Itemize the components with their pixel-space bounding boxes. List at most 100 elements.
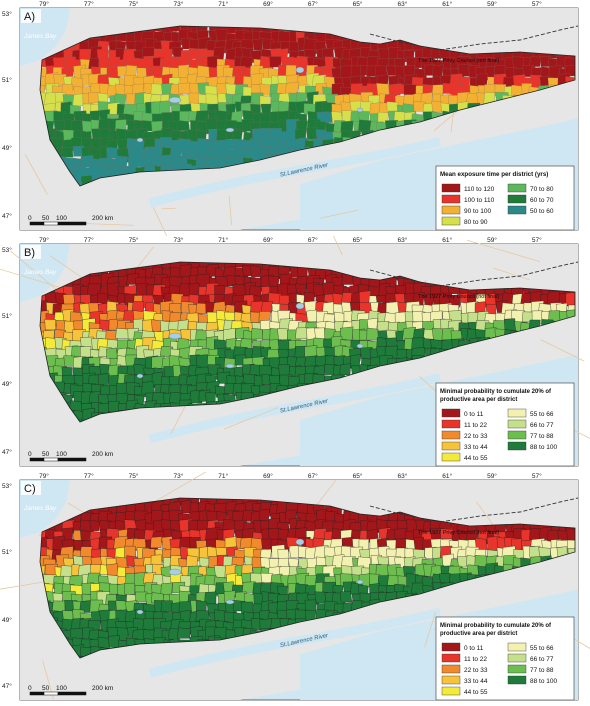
district-cell [578, 121, 589, 134]
legend-swatch [507, 205, 527, 215]
district-cell [158, 100, 171, 114]
legend-swatch [507, 183, 527, 193]
boundary-label: The 1927 Privy Council (not final) [418, 294, 499, 300]
latitude-label: 49° [2, 380, 12, 388]
district-cell [578, 658, 590, 668]
district-cell [577, 604, 588, 614]
legend-item-label: 22 to 33 [464, 667, 488, 674]
longitude-label: 59° [487, 472, 497, 480]
legend-swatch [507, 419, 527, 429]
road-line [333, 236, 343, 256]
longitude-label: 75° [129, 236, 139, 244]
longitude-label: 79° [39, 0, 49, 8]
longitude-label: 63° [397, 0, 407, 8]
district-cell [258, 508, 270, 522]
legend-item-label: 66 to 77 [530, 422, 554, 429]
boundary-label: The 1927 Privy Council (not final) [418, 58, 499, 64]
district-cell [80, 346, 92, 358]
longitude-label: 63° [397, 236, 407, 244]
longitude-label: 65° [353, 472, 363, 480]
district-cell [89, 520, 101, 532]
road-line [424, 611, 436, 648]
region-outline [39, 25, 576, 187]
boundary-label: The 1927 Privy Council (not final) [418, 530, 499, 536]
district-cell [577, 574, 587, 584]
district-cell [402, 65, 416, 76]
panel-label-bg [21, 481, 41, 495]
district-cell [125, 65, 138, 76]
legend-swatch [441, 675, 461, 685]
legend-swatch [441, 194, 461, 204]
road-line [493, 267, 530, 281]
st-lawrence-river [148, 608, 442, 678]
district-cell [197, 65, 211, 78]
district-cell [566, 528, 575, 541]
district-cell [529, 56, 542, 67]
longitude-label: 77° [84, 236, 94, 244]
latitude-label: 51° [2, 76, 12, 84]
scale-bar-tick: 50 [42, 685, 50, 692]
longitude-label: 59° [487, 0, 497, 8]
road-line [228, 196, 233, 226]
latitude-label: 47° [2, 682, 12, 690]
district-cell [306, 309, 318, 322]
longitude-label: 69° [263, 236, 273, 244]
legend-item-label: 11 to 22 [464, 656, 487, 663]
map-panel-a: 79° 77° 75° 73° 71° 69° 67° 65° 63° 61° 59° 57° 53° 5… [0, 0, 590, 236]
legend-item-label: 33 to 44 [464, 444, 488, 451]
district-cell [52, 600, 66, 612]
district-cell [106, 563, 119, 576]
latitude-label: 47° [2, 448, 12, 456]
district-cell [565, 291, 575, 306]
legend-item-label: 88 to 100 [530, 678, 557, 685]
longitude-label: 79° [39, 472, 49, 480]
scale-bar-tick: 100 [56, 215, 67, 222]
district-cell [366, 317, 378, 330]
district-cell [358, 119, 372, 133]
road-line [320, 209, 358, 219]
lake [225, 363, 235, 369]
longitude-label: 77° [84, 472, 94, 480]
longitude-label: 79° [39, 236, 49, 244]
scale-bar: 0 50 100 200 km [28, 685, 113, 696]
lake [356, 107, 364, 113]
scale-bar-tick: 200 km [92, 215, 113, 222]
st-lawrence-river [148, 373, 442, 444]
map-panel-c: 79° 77° 75° 73° 71° 69° 67° 65° 63° 61° 59° 57° 53° 5… [0, 472, 590, 706]
legend-swatch [441, 419, 461, 429]
lake [295, 66, 305, 74]
legend-item-label: 60 to 70 [530, 197, 554, 204]
legend-item-label: 33 to 44 [464, 678, 488, 685]
district-cell [578, 48, 590, 60]
district-cell [195, 600, 207, 612]
legend-swatch [507, 408, 527, 418]
road-line [540, 339, 585, 362]
scale-bar-tick: 50 [42, 215, 50, 222]
district-cell [278, 364, 291, 377]
longitude-label: 61° [442, 236, 452, 244]
district-cell [90, 564, 102, 576]
longitude-label: 71° [218, 0, 228, 8]
privy-council-boundary [369, 497, 579, 523]
district-cell [475, 72, 488, 87]
longitude-label: 69° [263, 472, 273, 480]
district-cell [577, 147, 588, 158]
scale-bar-segment [43, 691, 59, 696]
legend-swatch [441, 183, 461, 193]
scale-bar-tick: 100 [56, 451, 67, 458]
district-cell [177, 627, 191, 639]
district-cell [124, 582, 136, 595]
legend-item-label: 11 to 22 [464, 422, 487, 429]
panel-label: A) [24, 11, 35, 23]
district-cell [277, 328, 289, 340]
longitude-label: 65° [353, 0, 363, 8]
latitude-label: 51° [2, 312, 12, 320]
lake [136, 137, 144, 143]
legend-swatch [507, 664, 527, 674]
map-svg: 79° 77° 75° 73° 71° 69° 67° 65° 63° 61° 59° 57° 53° 5… [0, 236, 590, 467]
district-cell [222, 519, 236, 530]
lake [225, 127, 235, 133]
longitude-label: 57° [532, 472, 542, 480]
district-cell [577, 639, 590, 652]
legend-title: Minimal probability to cumulate 20% of pr… [440, 623, 552, 637]
